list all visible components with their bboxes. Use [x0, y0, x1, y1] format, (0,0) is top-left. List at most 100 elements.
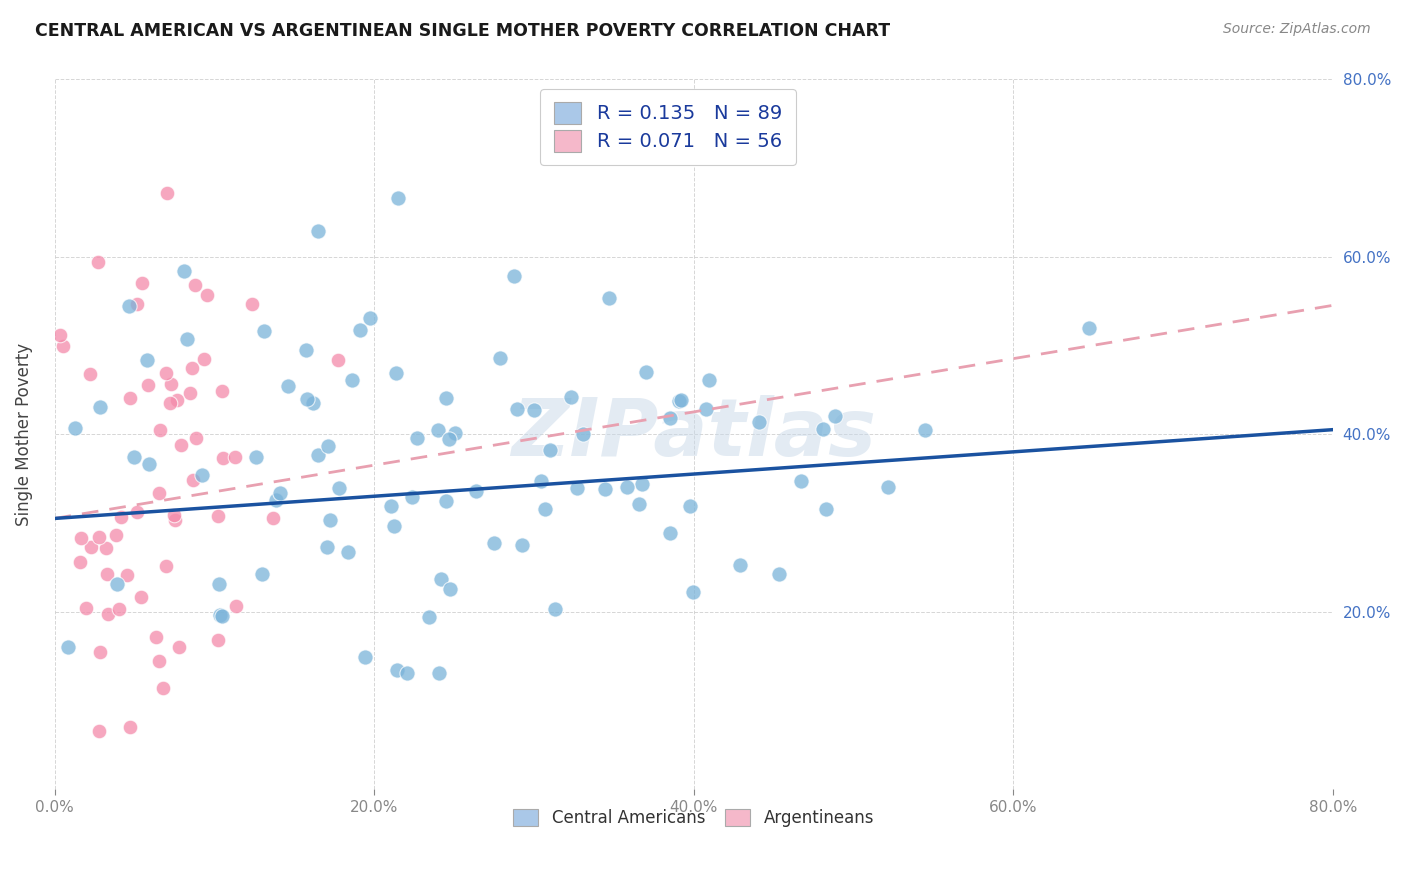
Point	[302, 396, 325, 410]
Point	[385, 663, 408, 677]
Point	[465, 484, 488, 499]
Point	[156, 186, 179, 200]
Point	[359, 311, 381, 326]
Point	[401, 491, 423, 505]
Point	[510, 538, 533, 552]
Point	[183, 474, 205, 488]
Point	[659, 526, 682, 541]
Point	[434, 391, 457, 405]
Point	[87, 529, 110, 543]
Point	[193, 351, 215, 366]
Point	[380, 499, 402, 513]
Point	[129, 590, 152, 604]
Point	[167, 640, 190, 654]
Point	[184, 431, 207, 445]
Point	[89, 400, 111, 414]
Point	[630, 477, 652, 491]
Point	[105, 577, 128, 591]
Point	[506, 401, 529, 416]
Point	[79, 368, 101, 382]
Point	[208, 608, 231, 623]
Point	[110, 510, 132, 524]
Point	[212, 451, 235, 466]
Point	[748, 415, 770, 429]
Point	[406, 431, 429, 445]
Point	[75, 601, 97, 615]
Point	[533, 501, 555, 516]
Point	[120, 391, 142, 405]
Point	[697, 373, 720, 387]
Point	[811, 422, 834, 436]
Point	[176, 332, 198, 346]
Point	[616, 480, 638, 494]
Point	[1078, 321, 1101, 335]
Point	[295, 392, 318, 406]
Point	[208, 576, 231, 591]
Point	[593, 482, 616, 496]
Point	[96, 541, 118, 555]
Point	[789, 474, 811, 488]
Point	[523, 403, 546, 417]
Point	[503, 268, 526, 283]
Text: ZIPatlas: ZIPatlas	[512, 395, 876, 473]
Point	[105, 528, 128, 542]
Point	[52, 339, 75, 353]
Point	[439, 582, 461, 596]
Point	[125, 505, 148, 519]
Point	[152, 681, 174, 695]
Text: Source: ZipAtlas.com: Source: ZipAtlas.com	[1223, 22, 1371, 37]
Point	[136, 377, 159, 392]
Point	[444, 426, 467, 441]
Point	[340, 374, 363, 388]
Point	[245, 450, 267, 465]
Point	[488, 351, 510, 365]
Point	[636, 365, 658, 379]
Point	[426, 423, 449, 437]
Point	[628, 497, 651, 511]
Point	[49, 328, 72, 343]
Point	[815, 502, 838, 516]
Point	[659, 411, 682, 425]
Point	[56, 640, 79, 655]
Point	[768, 567, 790, 582]
Point	[316, 540, 339, 554]
Point	[96, 567, 118, 582]
Point	[148, 486, 170, 500]
Point	[87, 255, 110, 269]
Point	[695, 401, 717, 416]
Point	[728, 558, 751, 573]
Point	[418, 610, 440, 624]
Point	[211, 384, 233, 398]
Point	[598, 291, 620, 305]
Point	[197, 287, 219, 301]
Point	[240, 297, 263, 311]
Point	[190, 468, 212, 483]
Point	[679, 499, 702, 513]
Point	[307, 224, 329, 238]
Point	[914, 423, 936, 437]
Text: CENTRAL AMERICAN VS ARGENTINEAN SINGLE MOTHER POVERTY CORRELATION CHART: CENTRAL AMERICAN VS ARGENTINEAN SINGLE M…	[35, 22, 890, 40]
Point	[166, 392, 188, 407]
Point	[138, 457, 160, 471]
Point	[269, 486, 291, 500]
Point	[316, 439, 339, 453]
Point	[149, 423, 172, 437]
Legend: Central Americans, Argentineans: Central Americans, Argentineans	[506, 803, 880, 834]
Point	[385, 366, 408, 380]
Point	[387, 191, 409, 205]
Point	[824, 409, 846, 424]
Point	[97, 607, 120, 621]
Point	[155, 367, 177, 381]
Point	[544, 602, 567, 616]
Y-axis label: Single Mother Poverty: Single Mother Poverty	[15, 343, 32, 525]
Point	[184, 277, 207, 292]
Point	[682, 584, 704, 599]
Point	[434, 494, 457, 508]
Point	[530, 474, 553, 488]
Point	[207, 509, 229, 524]
Point	[307, 449, 329, 463]
Point	[319, 513, 342, 527]
Point	[349, 323, 371, 337]
Point	[225, 599, 247, 613]
Point	[163, 513, 186, 527]
